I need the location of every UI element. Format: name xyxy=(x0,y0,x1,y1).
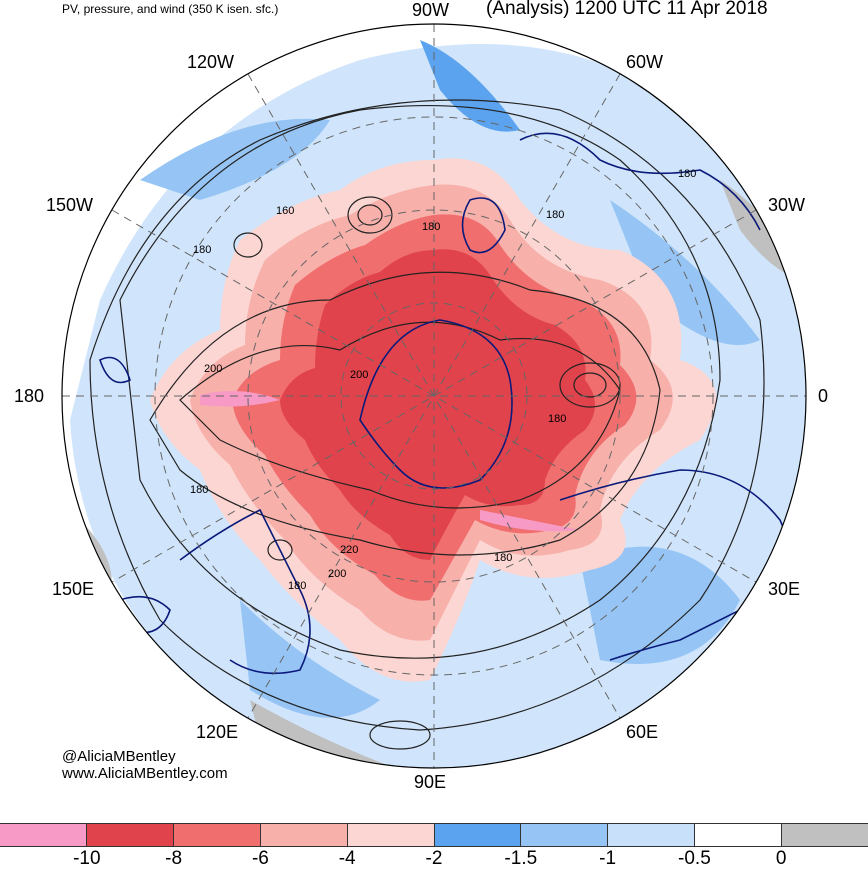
contour-label: 180 xyxy=(546,209,564,221)
colorbar-segment xyxy=(695,823,783,847)
lon-label-180: 180 xyxy=(14,386,45,406)
contour-label: 180 xyxy=(422,221,440,233)
lon-label-0: 0 xyxy=(818,386,829,406)
colorbar-tick-label: -1 xyxy=(599,848,617,869)
contour-label: 160 xyxy=(276,205,294,217)
colorbar-segment xyxy=(608,823,696,847)
product-title: PV, pressure, and wind (350 K isen. sfc.… xyxy=(62,2,279,16)
colorbar-tick-label: -2 xyxy=(425,848,443,869)
contour-label: 220 xyxy=(340,544,358,556)
lon-label-60w: 60W xyxy=(626,52,664,72)
contour-label: 200 xyxy=(328,568,346,580)
contour-label: 180 xyxy=(678,168,696,180)
lon-label-150w: 150W xyxy=(46,195,94,215)
colorbar-tick-label: -4 xyxy=(338,848,356,869)
contour-label: 180 xyxy=(193,244,211,256)
colorbar-segment xyxy=(434,823,522,847)
lon-label-30e: 30E xyxy=(768,579,801,599)
colorbar-segment xyxy=(782,823,868,847)
lon-label-120e: 120E xyxy=(196,722,239,742)
colorbar-tick-label: -0.5 xyxy=(678,848,711,869)
colorbar-segment xyxy=(86,823,174,847)
contour-label: 200 xyxy=(350,369,368,381)
lon-label-90w: 90W xyxy=(412,0,450,20)
colorbar-tick-label: -6 xyxy=(251,848,269,869)
lon-label-90e: 90E xyxy=(414,772,447,792)
contour-label: 180 xyxy=(190,484,208,496)
lon-label-120w: 120W xyxy=(187,52,235,72)
contour-label: 180 xyxy=(548,413,566,425)
contour-label: 180 xyxy=(288,580,306,592)
credit-website: www.AliciaMBentley.com xyxy=(62,765,228,782)
contour-label: 180 xyxy=(494,552,512,564)
lon-label-30w: 30W xyxy=(768,195,806,215)
lon-label-150e: 150E xyxy=(52,579,95,599)
lon-label-60e: 60E xyxy=(626,722,659,742)
colorbar-segment xyxy=(0,823,87,847)
contour-label: 200 xyxy=(204,363,222,375)
colorbar-segment xyxy=(347,823,435,847)
colorbar-segment xyxy=(173,823,261,847)
colorbar-tick-label: -1.5 xyxy=(504,848,538,869)
colorbar-segment xyxy=(521,823,609,847)
colorbar-tick-label: -8 xyxy=(165,848,183,869)
colorbar-segment xyxy=(260,823,348,847)
valid-time-title: (Analysis) 1200 UTC 11 Apr 2018 xyxy=(486,0,768,19)
colorbar-tick-label: 0 xyxy=(775,848,787,869)
credit-handle: @AliciaMBentley xyxy=(62,748,176,765)
colorbar xyxy=(0,823,868,847)
colorbar-tick-label: -10 xyxy=(73,848,101,869)
